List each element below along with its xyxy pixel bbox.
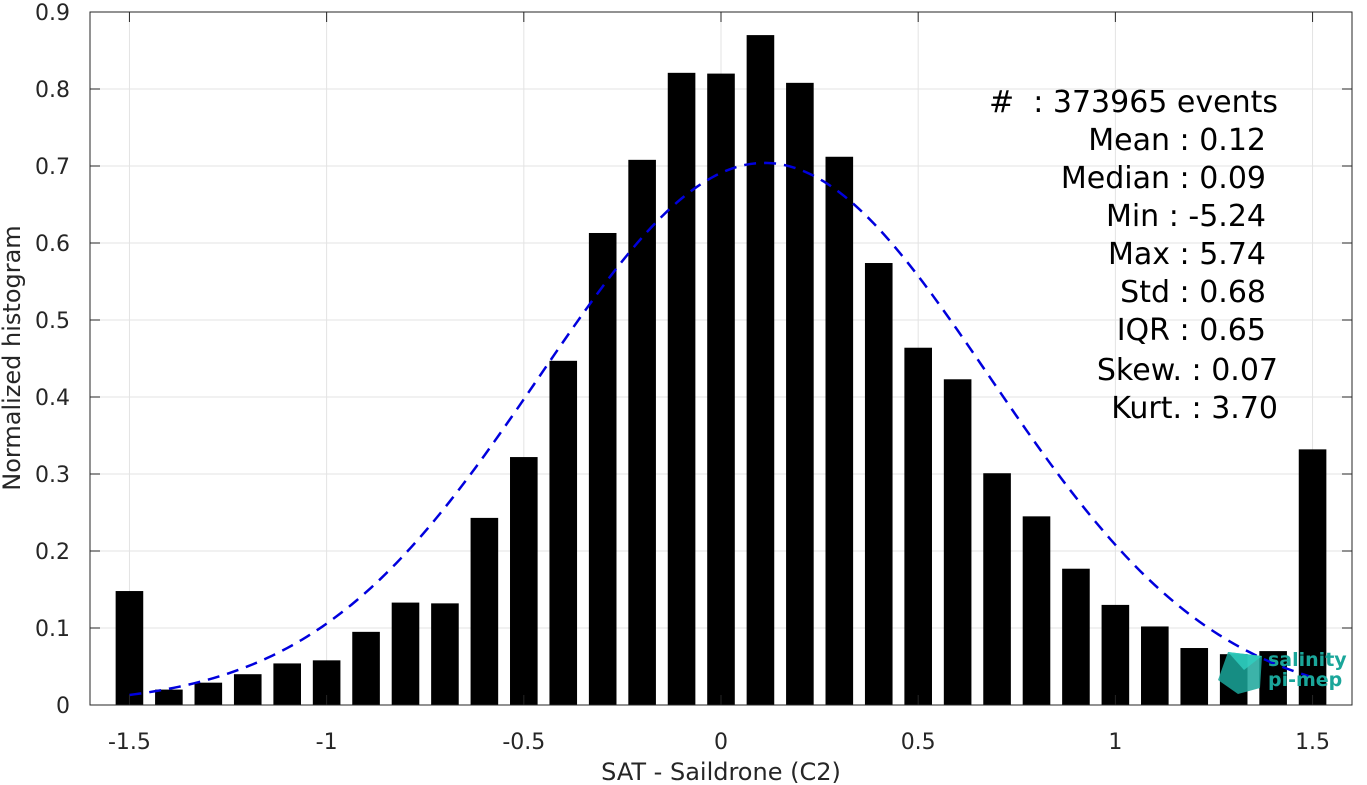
histogram-bar xyxy=(233,674,262,705)
y-tick-label: 0 xyxy=(56,694,70,719)
y-tick-label: 0.2 xyxy=(35,540,70,565)
y-tick-label: 0.1 xyxy=(35,617,70,642)
histogram-bar xyxy=(588,232,617,706)
histogram-bar xyxy=(1180,648,1209,705)
histogram-bar xyxy=(1022,516,1051,705)
histogram-bars xyxy=(115,35,1327,706)
logo-cube-facet xyxy=(1228,652,1262,670)
stat-median: Median : 0.09 xyxy=(1061,161,1266,196)
y-tick-label: 0.3 xyxy=(35,463,70,488)
x-axis-label: SAT - Saildrone (C2) xyxy=(601,758,841,785)
stat-events: # : 373965 events xyxy=(989,85,1278,120)
y-tick-label: 0.6 xyxy=(35,232,70,257)
stats-box: # : 373965 events Mean : 0.12 Median : 0… xyxy=(989,85,1278,426)
stat-min: Min : -5.24 xyxy=(1106,199,1266,234)
histogram-bar xyxy=(983,473,1011,705)
x-tick-label: -1 xyxy=(316,730,338,755)
logo-text-salinity: salinity xyxy=(1268,649,1347,671)
histogram-bar xyxy=(155,689,183,705)
histogram-bar xyxy=(746,35,775,706)
x-tick-label: 1.5 xyxy=(1295,730,1330,755)
histogram-bar xyxy=(510,457,538,705)
histogram-bar xyxy=(1141,626,1169,705)
stat-kurt: Kurt. : 3.70 xyxy=(1111,391,1278,426)
axis-ticks xyxy=(90,11,1352,706)
histogram-bar xyxy=(470,517,499,705)
x-tick-label: 0.5 xyxy=(901,730,936,755)
stat-skew: Skew. : 0.07 xyxy=(1097,353,1278,388)
salinity-pimep-logo: salinity pi-mep xyxy=(1218,649,1347,694)
logo-text-pimep: pi-mep xyxy=(1268,669,1342,691)
histogram-bar xyxy=(904,347,932,705)
x-tick-label: -1.5 xyxy=(108,730,151,755)
y-tick-label: 0.8 xyxy=(35,78,70,103)
stat-std: Std : 0.68 xyxy=(1120,275,1266,310)
stat-max: Max : 5.74 xyxy=(1108,237,1266,272)
gaussian-fit-curve xyxy=(129,161,1313,697)
histogram-bar xyxy=(273,663,301,705)
y-tick-label: 0.9 xyxy=(35,1,70,26)
histogram-bar xyxy=(825,156,854,705)
x-tick-label: 0 xyxy=(714,730,728,755)
histogram-bar xyxy=(786,82,814,706)
y-tick-label: 0.4 xyxy=(35,386,70,411)
y-tick-label: 0.7 xyxy=(35,155,70,180)
histogram-bar xyxy=(667,72,696,705)
histogram-bar xyxy=(549,360,578,705)
x-tick-label: 1 xyxy=(1108,730,1122,755)
x-tick-label: -0.5 xyxy=(502,730,545,755)
histogram-bar xyxy=(194,682,223,705)
x-tick-labels: -1.5 -1 -0.5 0 0.5 1 1.5 xyxy=(108,730,1330,755)
histogram-bar xyxy=(115,591,144,705)
histogram-bar xyxy=(431,603,459,705)
histogram-bar xyxy=(864,263,893,705)
stat-iqr: IQR : 0.65 xyxy=(1117,313,1266,348)
histogram-bar xyxy=(943,379,972,705)
y-tick-labels: 0 0.1 0.2 0.3 0.4 0.5 0.6 0.7 0.8 0.9 xyxy=(35,1,70,719)
histogram-bar xyxy=(391,602,420,705)
histogram-bar xyxy=(628,159,656,706)
stat-mean: Mean : 0.12 xyxy=(1088,123,1266,158)
histogram-bar xyxy=(352,631,380,705)
histogram-bar xyxy=(1101,604,1130,705)
histogram-bar xyxy=(1298,449,1327,705)
histogram-bar xyxy=(1062,568,1090,705)
y-axis-label: Normalized histogram xyxy=(0,225,26,490)
y-tick-label: 0.5 xyxy=(35,309,70,334)
